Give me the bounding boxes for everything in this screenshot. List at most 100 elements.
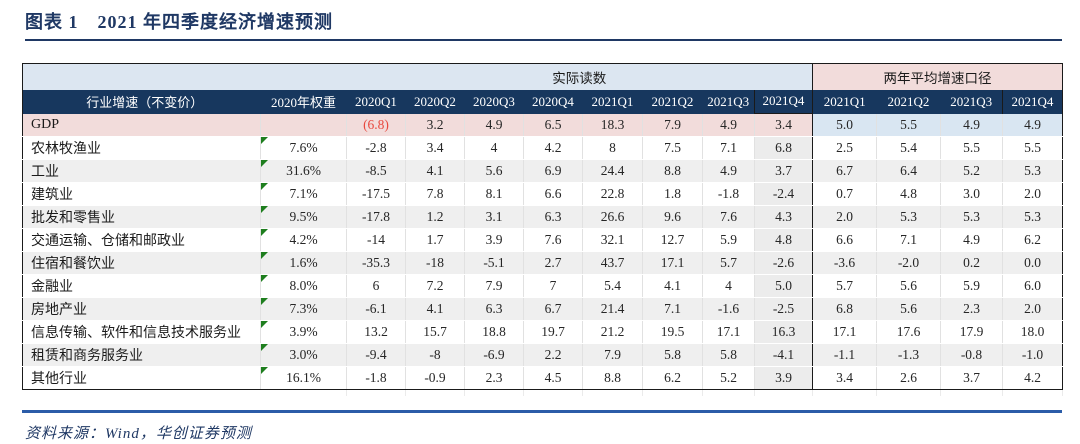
green-corner-marker-icon [261,229,268,236]
actual-value-cell: 1.8 [642,182,703,206]
actual-value-cell: 4.9 [464,113,524,137]
actual-value-cell: 13.2 [346,320,406,344]
actual-value-cell: -18 [405,251,465,275]
actual-value-cell: -2.8 [346,136,406,160]
actual-value-cell: -17.8 [346,205,406,229]
band-actual-label: 实际读数 [346,63,813,90]
two-year-value-cell: 17.9 [940,320,1003,344]
quarter-header-cell: 2020Q2 [405,89,465,114]
green-corner-marker-icon [261,183,268,190]
actual-value-cell: -2.6 [754,251,813,275]
actual-value-cell: 6.5 [523,113,583,137]
actual-value-cell: 4.1 [642,274,703,298]
empty-cell [346,389,406,396]
two-year-value-cell: 6.7 [812,159,877,183]
weight-cell: 4.2% [260,228,347,252]
actual-value-cell: 4.5 [523,366,583,390]
quarter-header-cell: 2021Q4 [754,89,813,114]
actual-value-cell: 4.1 [405,159,465,183]
actual-value-cell: 7.5 [642,136,703,160]
actual-value-cell: 18.8 [464,320,524,344]
two-year-value-cell: 2.3 [940,297,1003,321]
actual-value-cell: 17.1 [642,251,703,275]
industry-name-cell: GDP [22,113,261,137]
two-year-value-cell: 5.4 [876,136,941,160]
table-row: 工业 31.6% -8.5 4.1 5.6 6.9 24.4 8.8 4.9 3.7 6.7 6.4 5… [22,159,1063,183]
weight-header-cell: 2020年权重 [260,89,347,114]
empty-cell [642,389,703,396]
quarter-header-cell: 2021Q2 [642,89,703,114]
empty-cell [940,389,1003,396]
industry-name-cell: 金融业 [22,274,261,298]
quarter-header-cell: 2021Q2 [876,89,941,114]
weight-cell: 16.1% [260,366,347,390]
actual-value-cell: 6.3 [523,205,583,229]
two-year-value-cell: 3.0 [940,182,1003,206]
table-row: 农林牧渔业 7.6% -2.8 3.4 4 4.2 8 7.5 7.1 6.8 2.5 5.4 5.5 5… [22,136,1063,160]
actual-value-cell: 5.9 [702,228,755,252]
actual-value-cell: 7.2 [405,274,465,298]
two-year-value-cell: 17.1 [812,320,877,344]
actual-value-cell: 21.2 [582,320,643,344]
empty-cell [754,389,813,396]
actual-value-cell: 1.7 [405,228,465,252]
actual-value-cell: 17.1 [702,320,755,344]
table-row: 其他行业 16.1% -1.8 -0.9 2.3 4.5 8.8 6.2 5.2 3.9 3.4 2.… [22,366,1063,390]
actual-value-cell: 5.7 [702,251,755,275]
two-year-value-cell: 6.2 [1002,228,1063,252]
two-year-value-cell: 5.5 [940,136,1003,160]
two-year-value-cell: -2.0 [876,251,941,275]
industry-name-cell: 信息传输、软件和信息技术服务业 [22,320,261,344]
two-year-value-cell: 5.3 [1002,159,1063,183]
empty-cell [582,389,643,396]
actual-value-cell: 3.1 [464,205,524,229]
two-year-value-cell: 4.9 [940,113,1003,137]
two-year-value-cell: 4.9 [940,228,1003,252]
two-year-value-cell: 5.5 [876,113,941,137]
actual-value-cell: 18.3 [582,113,643,137]
two-year-value-cell: 5.7 [812,274,877,298]
two-year-value-cell: 2.6 [876,366,941,390]
actual-value-cell: 15.7 [405,320,465,344]
actual-value-cell: 7.9 [582,343,643,367]
green-corner-marker-icon [261,252,268,259]
actual-value-cell: 8.8 [642,159,703,183]
actual-value-cell: -6.9 [464,343,524,367]
two-year-value-cell: 17.6 [876,320,941,344]
green-corner-marker-icon [261,275,268,282]
two-year-value-cell: 5.5 [1002,136,1063,160]
actual-value-cell: (6.8) [346,113,406,137]
actual-value-cell: 16.3 [754,320,813,344]
actual-value-cell: 6.3 [464,297,524,321]
actual-value-cell: 4.9 [702,159,755,183]
quarter-header-cell: 2020Q3 [464,89,524,114]
quarter-header-cell: 2021Q3 [702,89,755,114]
two-year-value-cell: 5.3 [1002,205,1063,229]
two-year-value-cell: -3.6 [812,251,877,275]
band-two-year-label: 两年平均增速口径 [812,63,1063,90]
weight-cell: 3.9% [260,320,347,344]
actual-value-cell: 4.8 [754,228,813,252]
two-year-value-cell: 2.5 [812,136,877,160]
weight-cell: 7.3% [260,297,347,321]
industry-name-cell: 建筑业 [22,182,261,206]
two-year-value-cell: 0.7 [812,182,877,206]
actual-value-cell: 4.9 [702,113,755,137]
green-corner-marker-icon [261,344,268,351]
actual-value-cell: -2.4 [754,182,813,206]
two-year-value-cell: 6.8 [812,297,877,321]
actual-value-cell: 6.6 [523,182,583,206]
weight-cell: 7.6% [260,136,347,160]
actual-value-cell: 7.6 [702,205,755,229]
table-row: 住宿和餐饮业 1.6% -35.3 -18 -5.1 2.7 43.7 17.1 5.7 -2.6… [22,251,1063,275]
empty-cell [1002,389,1063,396]
actual-value-cell: 12.7 [642,228,703,252]
empty-cell [812,389,877,396]
green-corner-marker-icon [261,137,268,144]
quarter-header-cell: 2020Q1 [346,89,406,114]
title-underline [25,39,1062,41]
weight-cell: 1.6% [260,251,347,275]
actual-value-cell: 4 [702,274,755,298]
actual-value-cell: -17.5 [346,182,406,206]
actual-value-cell: 7.9 [464,274,524,298]
